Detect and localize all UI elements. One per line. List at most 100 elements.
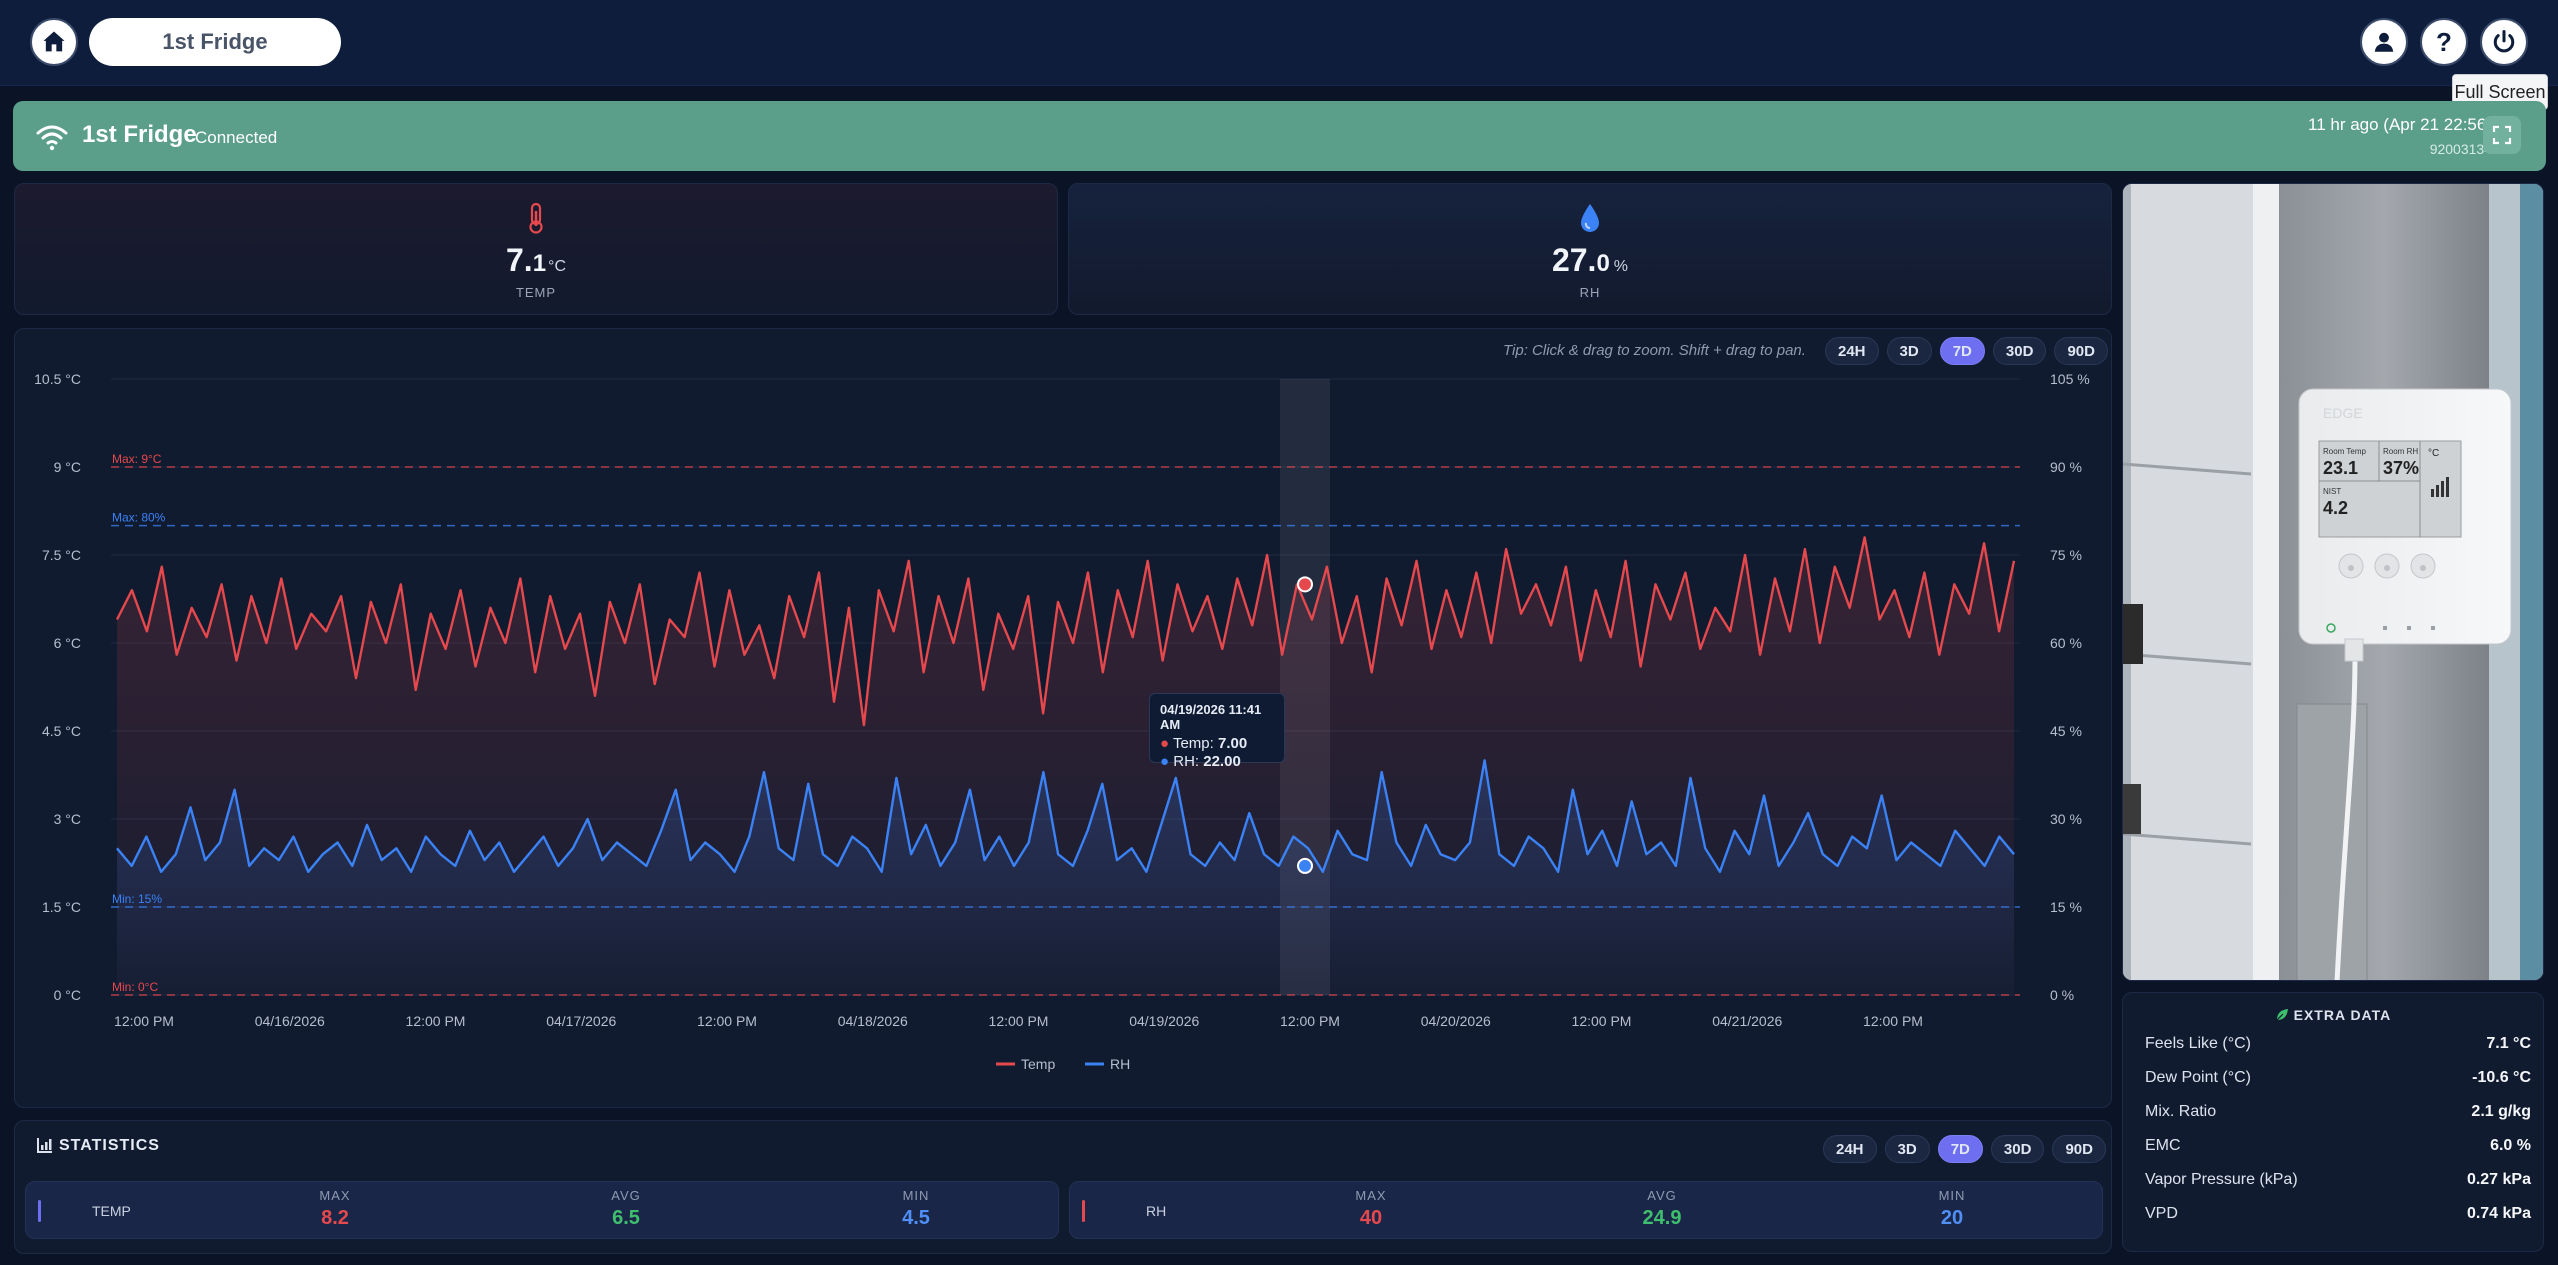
extra-data-value: 0.74 kPa <box>2466 1205 2531 1222</box>
fullscreen-icon <box>2492 125 2512 145</box>
device-title-button[interactable]: 1st Fridge <box>89 18 341 66</box>
y-right-tick-label: 0 % <box>2050 987 2074 1003</box>
extra-data-title: EXTRA DATA <box>2123 1007 2543 1023</box>
extra-data-row: Vapor Pressure (kPa) 0.27 kPa <box>2123 1171 2543 1205</box>
extra-data-label: EMC <box>2145 1137 2181 1154</box>
y-left-tick-label: 9 °C <box>54 459 81 475</box>
photo-room-rh: 37% <box>2383 458 2419 478</box>
extra-data-row: Feels Like (°C) 7.1 °C <box>2123 1035 2543 1069</box>
rh-stats-card: RH MAX 40 AVG 24.9 MIN 20 <box>1069 1181 2103 1239</box>
rh-stats-marker <box>1082 1200 1085 1222</box>
rh-min: MIN 20 <box>1938 1188 1966 1229</box>
y-left-tick-label: 10.5 °C <box>34 371 81 387</box>
chart-tip: Tip: Click & drag to zoom. Shift + drag … <box>1503 342 1806 359</box>
rh-avg: AVG 24.9 <box>1642 1188 1682 1229</box>
temp-min: MIN 4.5 <box>902 1188 930 1229</box>
extra-data-row: Mix. Ratio 2.1 g/kg <box>2123 1103 2543 1137</box>
stats-range-3d[interactable]: 3D <box>1884 1135 1930 1163</box>
photo-room-temp: 23.1 <box>2323 458 2358 478</box>
y-right-tick-label: 105 % <box>2050 371 2090 387</box>
wifi-icon <box>36 125 68 151</box>
device-status-bar: 1st Fridge Connected 11 hr ago (Apr 21 2… <box>13 101 2546 171</box>
y-right-tick-label: 75 % <box>2050 547 2082 563</box>
home-button[interactable] <box>30 18 78 66</box>
connection-status: Connected <box>195 128 278 147</box>
extra-data-value: 7.1 °C <box>2486 1035 2531 1052</box>
user-icon <box>2374 32 2394 52</box>
device-serial: 92003134 <box>2429 141 2492 157</box>
x-tick-label: 04/16/2026 <box>255 1013 325 1029</box>
threshold-label: Max: 80% <box>112 511 166 525</box>
photo-unit: °C <box>2428 448 2439 459</box>
threshold-label: Max: 9°C <box>112 452 162 466</box>
thermometer-icon <box>529 202 543 234</box>
chart-range-3d[interactable]: 3D <box>1886 337 1932 365</box>
tooltip-rh: ● RH: 22.00 <box>1160 753 1241 770</box>
temp-label: TEMP <box>515 285 557 300</box>
fullscreen-button[interactable] <box>2483 116 2521 154</box>
temp-max: MAX 8.2 <box>319 1188 351 1229</box>
rh-area <box>117 760 2014 995</box>
y-left-tick-label: 7.5 °C <box>42 547 81 563</box>
device-photo: EDGE Room Temp 23.1 Room RH 37% °C NIST … <box>2122 183 2544 981</box>
x-tick-label: 12:00 PM <box>1863 1013 1923 1029</box>
chart-range-7d[interactable]: 7D <box>1939 337 1985 365</box>
y-left-tick-label: 1.5 °C <box>42 899 81 915</box>
profile-button[interactable] <box>2360 18 2408 66</box>
statistics-title: STATISTICS <box>59 1137 160 1154</box>
history-chart[interactable]: 10.5 °C 105 % 9 °C 90 % 7.5 °C 75 % 6 °C 60 % 4.… <box>15 329 2113 1109</box>
chart-range-30d[interactable]: 30D <box>1992 337 2047 365</box>
rh-hover-point <box>1297 857 1313 874</box>
rh-card: 27.0% RH <box>1068 183 2112 315</box>
temp-hover-point <box>1297 576 1313 593</box>
x-tick-label: 04/18/2026 <box>838 1013 908 1029</box>
device-name: 1st Fridge <box>82 121 197 148</box>
extra-data-label: Feels Like (°C) <box>2145 1035 2251 1052</box>
statistics-panel: STATISTICS 24H 3D 7D 30D 90D TEMP MAX 8.2 AVG… <box>14 1120 2112 1254</box>
last-seen: 11 hr ago (Apr 21 22:56) <box>2308 115 2492 134</box>
chart-range-90d[interactable]: 90D <box>2054 337 2108 365</box>
chart-hover-tooltip: 04/19/2026 11:41 AM ● Temp: 7.00 ● RH: 2… <box>1149 693 1285 770</box>
photo-room-rh-label: Room RH <box>2383 447 2418 456</box>
stats-range-90d[interactable]: 90D <box>2052 1135 2106 1163</box>
photo-room-temp-label: Room Temp <box>2323 447 2367 456</box>
y-right-tick-label: 90 % <box>2050 459 2082 475</box>
y-left-tick-label: 6 °C <box>54 635 81 651</box>
help-button[interactable]: ? <box>2420 18 2468 66</box>
bar-chart-icon <box>37 1138 52 1153</box>
x-tick-label: 12:00 PM <box>989 1013 1049 1029</box>
x-tick-label: 12:00 PM <box>697 1013 757 1029</box>
rh-label: RH <box>1579 285 1601 300</box>
temp-stats-label: TEMP <box>92 1203 131 1219</box>
extra-data-value: 2.1 g/kg <box>2471 1103 2531 1120</box>
stats-range-24h[interactable]: 24H <box>1823 1135 1877 1163</box>
extra-data-value: -10.6 °C <box>2472 1069 2531 1086</box>
rh-series-line <box>116 759 2015 873</box>
stats-range-7d[interactable]: 7D <box>1937 1135 1983 1163</box>
extra-data-panel: EXTRA DATA Feels Like (°C) 7.1 °C Dew Poin… <box>2122 992 2544 1252</box>
statistics-range-selector: 24H 3D 7D 30D 90D <box>1823 1135 2106 1163</box>
temp-value: 7.1 °C <box>506 242 566 278</box>
chart-range-24h[interactable]: 24H <box>1825 337 1879 365</box>
extra-data-value: 0.27 kPa <box>2466 1171 2531 1188</box>
extra-data-label: Mix. Ratio <box>2145 1103 2217 1120</box>
extra-data-label: VPD <box>2145 1205 2178 1222</box>
y-right-tick-label: 45 % <box>2050 723 2082 739</box>
rh-max: MAX 40 <box>1355 1188 1387 1229</box>
extra-data-label: Dew Point (°C) <box>2145 1069 2251 1086</box>
temp-stats-card: TEMP MAX 8.2 AVG 6.5 MIN 4.5 <box>25 1181 1059 1239</box>
temp-stats-marker <box>38 1200 41 1222</box>
tooltip-temp: ● Temp: 7.00 <box>1160 735 1248 752</box>
extra-data-value: 6.0 % <box>2490 1137 2531 1154</box>
water-drop-icon <box>1581 204 1599 232</box>
y-left-tick-label: 0 °C <box>54 987 81 1003</box>
rh-stats-label: RH <box>1146 1203 1167 1219</box>
top-bar: 1st Fridge ? <box>0 0 2558 86</box>
legend-rh-label: RH <box>1110 1056 1130 1072</box>
x-tick-label: 04/20/2026 <box>1421 1013 1491 1029</box>
temp-card: 7.1 °C TEMP <box>14 183 1058 315</box>
power-button[interactable] <box>2480 18 2528 66</box>
x-tick-label: 04/17/2026 <box>546 1013 616 1029</box>
stats-range-30d[interactable]: 30D <box>1990 1135 2045 1163</box>
device-photo-illustration: EDGE Room Temp 23.1 Room RH 37% °C NIST … <box>2123 184 2543 980</box>
